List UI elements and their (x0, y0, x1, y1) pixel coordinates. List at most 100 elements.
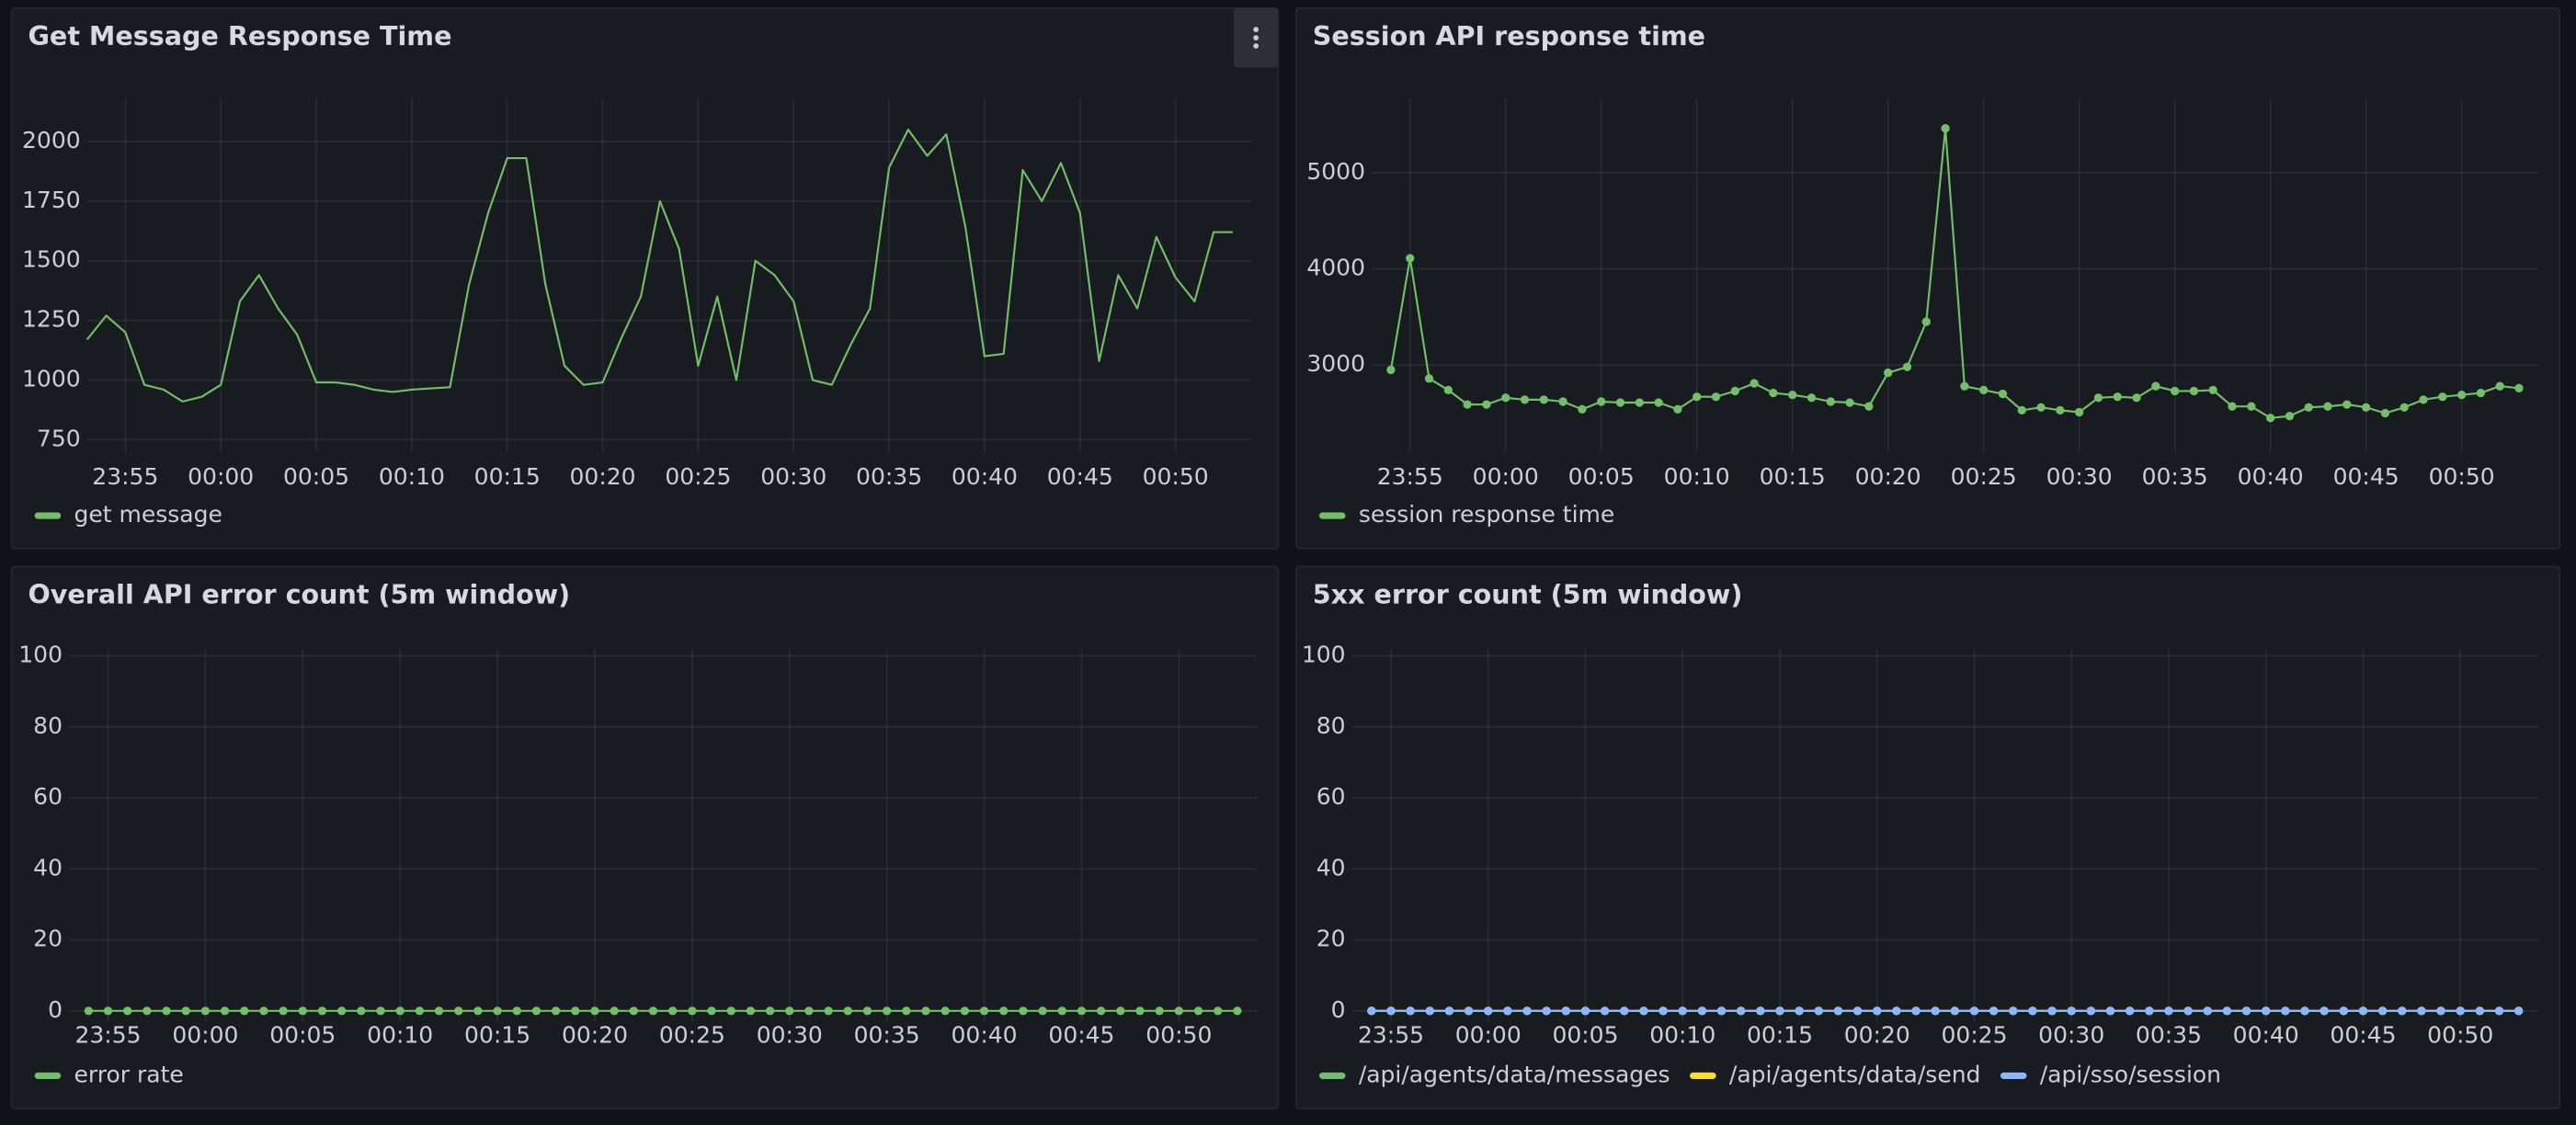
x-tick-label: 00:50 (1146, 1022, 1212, 1049)
data-point (1716, 1006, 1727, 1016)
data-point (1116, 1006, 1125, 1016)
data-point (746, 1006, 756, 1016)
legend-label[interactable]: /api/agents/data/send (1729, 1061, 1980, 1087)
x-tick-label: 00:20 (1855, 463, 1921, 490)
data-point (1620, 1006, 1629, 1016)
data-point (1367, 1006, 1376, 1016)
data-point (1503, 1006, 1512, 1016)
legend-label[interactable]: session response time (1359, 501, 1614, 528)
y-tick-label: 1500 (22, 246, 81, 273)
data-point (1444, 1006, 1454, 1016)
data-point (2170, 386, 2180, 396)
y-tick-label: 1000 (22, 366, 81, 392)
x-tick-label: 00:05 (1552, 1022, 1618, 1049)
data-point (2476, 388, 2486, 398)
data-point (2377, 1006, 2388, 1016)
x-tick-label: 23:55 (1377, 463, 1443, 490)
data-point (2183, 1006, 2193, 1016)
x-tick-label: 00:40 (2238, 463, 2304, 490)
data-point (1019, 1006, 1028, 1016)
y-tick-label: 80 (1316, 712, 1346, 739)
data-point (181, 1006, 190, 1016)
data-point (1484, 1006, 1493, 1016)
data-point (2105, 1006, 2115, 1016)
data-point (395, 1006, 405, 1016)
data-point (1386, 1006, 1396, 1016)
data-point (2514, 383, 2524, 392)
x-tick-label: 00:10 (367, 1022, 433, 1049)
data-point (1998, 389, 2008, 399)
panel: Session API response time 3000 4000 5000 23:… (1295, 7, 2560, 550)
data-point (2222, 1006, 2232, 1016)
data-point (1769, 388, 1778, 398)
data-point (648, 1006, 658, 1016)
y-tick-label: 1250 (22, 306, 81, 333)
data-point (2438, 392, 2447, 402)
data-point (1737, 1006, 1746, 1016)
data-point (1950, 1006, 1959, 1016)
y-tick-label: 60 (1316, 783, 1346, 810)
data-point (843, 1006, 852, 1016)
data-point (1639, 1006, 1648, 1016)
data-point (2189, 386, 2199, 396)
x-tick-label: 00:45 (1047, 463, 1113, 490)
data-point (610, 1006, 619, 1016)
series-line (85, 128, 1233, 403)
data-point (2436, 1006, 2445, 1016)
data-point (1756, 1006, 1765, 1016)
legend-label[interactable]: /api/sso/session (2040, 1061, 2221, 1087)
y-tick-label: 0 (1331, 996, 1346, 1023)
data-point (2494, 1006, 2504, 1016)
data-point (2495, 381, 2504, 391)
data-point (1814, 1006, 1823, 1016)
data-point (2475, 1006, 2484, 1016)
legend-swatch (34, 1072, 62, 1079)
panel-menu-button[interactable] (1234, 7, 1279, 68)
data-point (1969, 1006, 1979, 1016)
data-point (512, 1006, 521, 1016)
x-tick-label: 00:30 (760, 463, 826, 490)
data-point (1522, 1006, 1532, 1016)
data-point (1658, 1006, 1668, 1016)
data-point (2417, 1006, 2426, 1016)
data-point (2145, 1006, 2154, 1016)
data-point (1406, 254, 1415, 263)
y-tick-label: 80 (33, 712, 63, 739)
data-point (2456, 390, 2467, 400)
data-point (2228, 402, 2237, 411)
data-point (1443, 385, 1453, 395)
data-point (862, 1006, 872, 1016)
menu-dot (1253, 43, 1260, 49)
x-tick-label: 00:10 (379, 463, 445, 490)
data-point (162, 1006, 171, 1016)
data-point (1615, 398, 1625, 407)
x-tick-label: 00:35 (854, 1022, 920, 1049)
data-point (1921, 317, 1931, 326)
data-point (1597, 397, 1606, 406)
x-tick-label: 00:25 (1941, 1022, 2007, 1049)
data-point (1911, 1006, 1921, 1016)
data-point (1960, 381, 1969, 391)
data-point (1833, 1006, 1843, 1016)
x-tick-label: 00:50 (1143, 463, 1209, 490)
legend-label[interactable]: get message (74, 501, 222, 528)
x-tick-label: 00:25 (659, 1022, 725, 1049)
data-point (103, 1006, 113, 1016)
data-point (2281, 1006, 2290, 1016)
x-tick-label: 00:20 (1844, 1022, 1910, 1049)
legend-label[interactable]: /api/agents/data/messages (1359, 1061, 1670, 1087)
y-tick-label: 1750 (22, 187, 81, 213)
x-tick-label: 00:50 (2429, 463, 2495, 490)
x-tick-label: 00:05 (283, 463, 349, 490)
data-point (1155, 1006, 1164, 1016)
y-tick-label: 2000 (22, 127, 81, 153)
panel-background (10, 565, 1280, 1110)
legend-label[interactable]: error rate (74, 1061, 184, 1087)
data-point (2285, 412, 2295, 421)
y-tick-label: 20 (33, 926, 63, 952)
data-point (1730, 386, 1739, 396)
data-point (2380, 408, 2390, 418)
data-point (1233, 1006, 1242, 1016)
data-point (1873, 1006, 1882, 1016)
